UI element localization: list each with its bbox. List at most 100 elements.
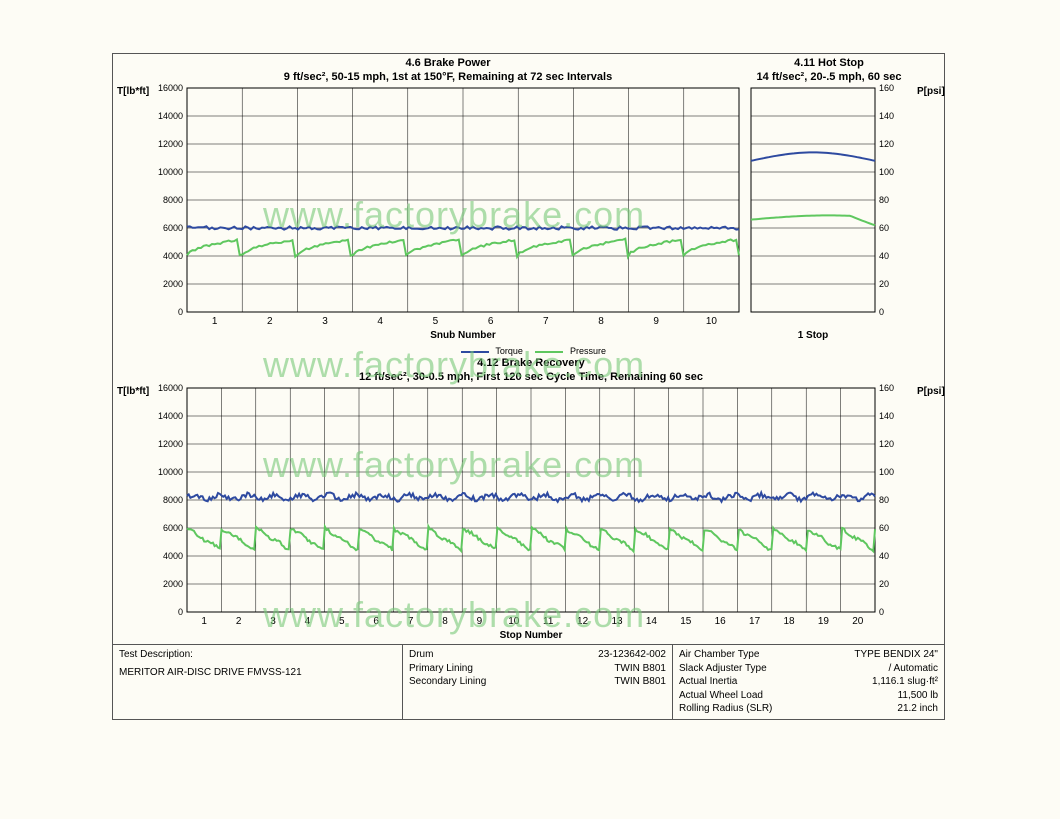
footer-airchamber-value: TYPE BENDIX 24"	[854, 648, 938, 662]
svg-text:140: 140	[879, 111, 894, 121]
svg-text:120: 120	[879, 139, 894, 149]
svg-text:120: 120	[879, 439, 894, 449]
legend-label-torque: Torque	[495, 346, 523, 356]
svg-text:80: 80	[879, 495, 889, 505]
svg-text:11: 11	[543, 616, 554, 627]
chart46-title: 4.6 Brake Power 9 ft/sec², 50-15 mph, 1s…	[153, 56, 743, 85]
svg-text:8000: 8000	[163, 195, 183, 205]
svg-text:4: 4	[305, 616, 311, 627]
svg-text:20: 20	[879, 279, 889, 289]
svg-text:12: 12	[577, 616, 589, 627]
footer-slack-value: / Automatic	[889, 662, 938, 676]
footer-secondary-label: Secondary Lining	[409, 675, 494, 689]
svg-text:7: 7	[543, 316, 549, 327]
svg-text:60: 60	[879, 523, 889, 533]
svg-text:Stop Number: Stop Number	[500, 630, 563, 641]
chart412-y-left-label: T[lb*ft]	[117, 386, 149, 397]
chart-y-right-label: P[psi]	[917, 86, 945, 97]
svg-text:12000: 12000	[158, 139, 183, 149]
footer-wheelload-label: Actual Wheel Load	[679, 689, 771, 703]
svg-text:2000: 2000	[163, 279, 183, 289]
svg-text:19: 19	[818, 616, 830, 627]
footer-rollrad-value: 21.2 inch	[897, 702, 938, 716]
footer-drum-value: 23-123642-002	[598, 648, 666, 662]
chart412-title: 4.12 Brake Recovery 12 ft/sec², 30-0.5 m…	[153, 356, 909, 385]
svg-text:6: 6	[373, 616, 379, 627]
svg-text:60: 60	[879, 223, 889, 233]
svg-text:2: 2	[236, 616, 242, 627]
footer-inertia-label: Actual Inertia	[679, 675, 745, 689]
svg-text:0: 0	[178, 307, 183, 317]
svg-text:140: 140	[879, 411, 894, 421]
svg-text:6: 6	[488, 316, 494, 327]
svg-text:3: 3	[270, 616, 276, 627]
svg-text:10000: 10000	[158, 467, 183, 477]
svg-text:16: 16	[715, 616, 727, 627]
svg-text:16000: 16000	[158, 84, 183, 93]
svg-text:20: 20	[852, 616, 864, 627]
svg-text:6000: 6000	[163, 523, 183, 533]
svg-text:8: 8	[442, 616, 448, 627]
svg-text:13: 13	[611, 616, 623, 627]
chart412-svg: 0020002040004060006080008010000100120001…	[153, 384, 909, 644]
footer-inertia-value: 1,116.1 slug·ft²	[872, 675, 938, 689]
report-sheet: T[lb*ft] 4.6 Brake Power 9 ft/sec², 50-1…	[112, 53, 945, 720]
svg-text:Snub Number: Snub Number	[430, 330, 496, 341]
svg-text:14: 14	[646, 616, 658, 627]
svg-text:8: 8	[598, 316, 604, 327]
footer-secondary-value: TWIN B801	[614, 675, 666, 689]
svg-text:6000: 6000	[163, 223, 183, 233]
svg-text:5: 5	[433, 316, 439, 327]
footer-primary-label: Primary Lining	[409, 662, 481, 676]
svg-text:20: 20	[879, 579, 889, 589]
chart46-svg: 0 2000 4000 6000 8000 10000 12000 14000 16000 1 2 3…	[153, 84, 743, 344]
svg-text:2000: 2000	[163, 579, 183, 589]
svg-text:2: 2	[267, 316, 273, 327]
footer-slack-label: Slack Adjuster Type	[679, 662, 775, 676]
svg-text:0: 0	[178, 607, 183, 617]
svg-text:16000: 16000	[158, 384, 183, 393]
legend-swatch-torque	[461, 351, 489, 353]
svg-text:100: 100	[879, 167, 894, 177]
footer-testdesc-label: Test Description:	[119, 648, 201, 662]
svg-text:17: 17	[749, 616, 761, 627]
svg-text:3: 3	[322, 316, 328, 327]
svg-text:160: 160	[879, 84, 894, 93]
footer-primary-value: TWIN B801	[614, 662, 666, 676]
svg-text:18: 18	[783, 616, 795, 627]
legend: Torque Pressure	[113, 346, 944, 356]
chart46-y-left-label: T[lb*ft]	[117, 86, 149, 97]
chart411-svg: 0 20 40 60 80 100 120 140 160 1 Stop	[749, 84, 909, 344]
svg-text:160: 160	[879, 384, 894, 393]
svg-text:10: 10	[706, 316, 718, 327]
chart412-y-right-label: P[psi]	[917, 386, 945, 397]
svg-text:0: 0	[879, 607, 884, 617]
svg-text:40: 40	[879, 551, 889, 561]
svg-text:1: 1	[201, 616, 207, 627]
svg-text:1: 1	[212, 316, 218, 327]
svg-text:9: 9	[653, 316, 659, 327]
footer-airchamber-label: Air Chamber Type	[679, 648, 767, 662]
svg-text:1 Stop: 1 Stop	[798, 330, 829, 341]
footer-rollrad-label: Rolling Radius (SLR)	[679, 702, 780, 716]
svg-text:9: 9	[477, 616, 483, 627]
svg-text:80: 80	[879, 195, 889, 205]
svg-text:10000: 10000	[158, 167, 183, 177]
svg-text:14000: 14000	[158, 411, 183, 421]
svg-text:0: 0	[879, 307, 884, 317]
svg-text:15: 15	[680, 616, 692, 627]
svg-text:7: 7	[408, 616, 414, 627]
svg-text:4000: 4000	[163, 251, 183, 261]
footer: Test Description: MERITOR AIR-DISC DRIVE…	[113, 644, 944, 719]
footer-testdesc-value: MERITOR AIR-DISC DRIVE FMVSS-121	[119, 666, 310, 680]
svg-text:4000: 4000	[163, 551, 183, 561]
svg-text:4: 4	[377, 316, 383, 327]
legend-swatch-pressure	[535, 351, 563, 353]
svg-text:100: 100	[879, 467, 894, 477]
svg-text:14000: 14000	[158, 111, 183, 121]
svg-text:40: 40	[879, 251, 889, 261]
svg-text:8000: 8000	[163, 495, 183, 505]
legend-label-pressure: Pressure	[570, 346, 606, 356]
footer-drum-label: Drum	[409, 648, 441, 662]
svg-text:5: 5	[339, 616, 345, 627]
